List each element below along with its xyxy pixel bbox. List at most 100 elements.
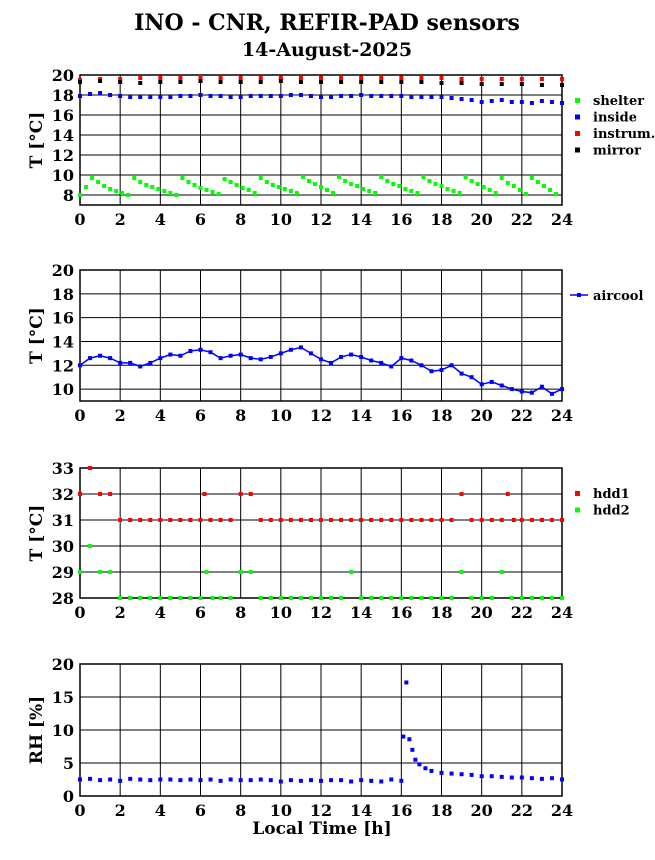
- data-point: [128, 95, 133, 99]
- y-tick-label: 30: [52, 537, 74, 556]
- plot-frame: [79, 74, 563, 206]
- data-point: [553, 192, 558, 196]
- data-point: [248, 570, 253, 574]
- plot-frame: [79, 663, 563, 797]
- data-point: [218, 76, 223, 80]
- data-point: [178, 80, 183, 84]
- data-point: [449, 96, 454, 100]
- data-point: [529, 776, 534, 781]
- data-point: [487, 188, 492, 192]
- data-point: [539, 77, 544, 81]
- data-point: [539, 596, 544, 600]
- data-point: [499, 82, 504, 86]
- data-point: [369, 596, 374, 600]
- data-point: [88, 92, 93, 96]
- data-point: [84, 185, 89, 189]
- data-point: [369, 358, 374, 363]
- data-point: [278, 76, 283, 80]
- data-point: [78, 94, 82, 98]
- data-point: [278, 518, 283, 522]
- data-point: [479, 774, 484, 779]
- data-point: [238, 80, 243, 84]
- data-point: [150, 185, 155, 189]
- data-point: [288, 596, 293, 600]
- data-point: [228, 95, 233, 99]
- data-point: [88, 466, 93, 470]
- data-point: [523, 192, 528, 196]
- data-point: [389, 94, 394, 98]
- data-point: [228, 777, 233, 782]
- data-point: [379, 360, 384, 365]
- data-point: [148, 518, 153, 522]
- data-point: [118, 80, 123, 84]
- data-point: [319, 778, 323, 783]
- data-point: [198, 778, 203, 783]
- data-point: [389, 518, 394, 522]
- x-tick-label: 18: [430, 210, 452, 229]
- x-tick-label: 0: [74, 210, 85, 229]
- data-point: [479, 382, 484, 387]
- data-point: [180, 176, 185, 180]
- y-tick-label: 33: [52, 459, 74, 478]
- data-point: [158, 95, 163, 99]
- x-tick-label: 4: [155, 210, 166, 229]
- data-point: [419, 518, 424, 522]
- data-point: [407, 737, 412, 742]
- x-tick-label: 24: [551, 406, 573, 425]
- data-point: [238, 570, 243, 574]
- data-point: [246, 188, 251, 192]
- data-point: [549, 391, 554, 396]
- data-point: [439, 184, 444, 188]
- x-tick-label: 20: [471, 406, 493, 425]
- data-point: [210, 190, 215, 194]
- data-point: [439, 76, 444, 80]
- data-point: [308, 778, 313, 783]
- data-point: [560, 83, 564, 87]
- x-tick-label: 14: [350, 801, 372, 820]
- data-point: [349, 94, 354, 98]
- data-point: [158, 777, 163, 782]
- y-tick-label: 12: [52, 356, 74, 375]
- x-tick-label: 22: [511, 603, 533, 622]
- series-hdd2: hdd2: [78, 504, 630, 600]
- data-point: [529, 390, 534, 395]
- data-point: [457, 191, 462, 195]
- y-tick-label: 14: [52, 126, 74, 145]
- data-point: [349, 779, 354, 784]
- data-point: [359, 354, 364, 359]
- data-point: [459, 77, 464, 81]
- data-point: [258, 80, 263, 84]
- data-point: [78, 80, 82, 84]
- x-tick-label: 24: [551, 801, 573, 820]
- x-tick-label: 24: [551, 603, 573, 622]
- data-point: [162, 189, 167, 193]
- data-point: [369, 778, 374, 783]
- data-point: [399, 76, 404, 80]
- data-point: [218, 518, 223, 522]
- data-point: [306, 179, 311, 183]
- data-point: [499, 383, 504, 388]
- data-point: [248, 94, 253, 98]
- data-point: [509, 387, 514, 392]
- y-tick-label: 16: [52, 106, 74, 125]
- data-point: [509, 100, 514, 104]
- data-point: [308, 596, 313, 600]
- data-point: [379, 76, 384, 80]
- data-point: [493, 191, 498, 195]
- data-point: [148, 360, 153, 365]
- data-point: [419, 95, 424, 99]
- x-tick-label: 10: [270, 801, 292, 820]
- data-point: [369, 94, 374, 98]
- data-point: [489, 379, 494, 384]
- legend-marker: [575, 114, 580, 120]
- data-point: [379, 175, 384, 179]
- data-point: [421, 175, 426, 179]
- data-point: [427, 179, 432, 183]
- data-point: [539, 83, 544, 87]
- data-point: [325, 188, 330, 192]
- data-point: [258, 518, 263, 522]
- data-point: [312, 182, 317, 186]
- x-tick-label: 22: [511, 801, 533, 820]
- data-point: [128, 776, 133, 781]
